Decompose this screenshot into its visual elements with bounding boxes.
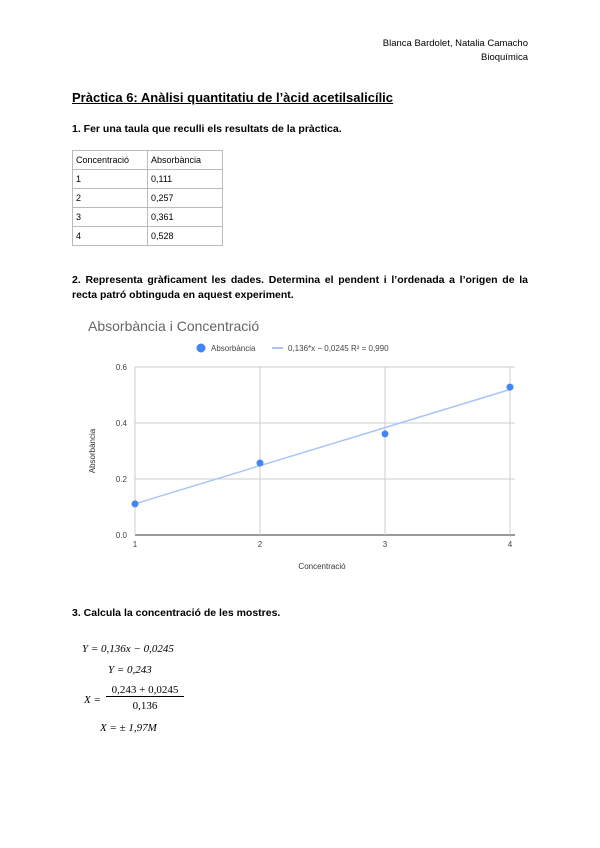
chart-title: Absorbància i Concentració [88,318,259,334]
cell: 0,111 [147,169,223,189]
table-row: 2 0,257 [72,188,223,208]
question-1: 1. Fer una taula que reculli els resulta… [72,123,342,135]
absorbance-chart: Absorbància i Concentració Absorbància 0… [88,318,515,571]
cell: 0,257 [147,188,223,208]
results-table: Concentració Absorbància 1 0,111 2 0,257 3… [72,150,223,246]
authors: Blanca Bardolet, Natalia Camacho [382,38,528,49]
legend-series: Absorbància [211,344,256,353]
subject: Bioquímica [481,52,528,63]
cell: 0,361 [147,207,223,227]
table-header-row: Concentració Absorbància [72,150,223,170]
data-point [506,383,514,391]
header-cell: Absorbància [147,150,223,170]
page-title: Pràctica 6: Anàlisi quantitatiu de l’àci… [72,90,394,105]
equation-result: X = ± 1,97M [100,722,157,734]
y-tick-label: 0.6 [116,363,128,372]
fraction-numerator: 0,243 + 0,0245 [106,684,184,697]
equation-line: Y = 0,136x − 0,0245 [82,643,174,655]
cell: 3 [72,207,148,227]
table-row: 4 0,528 [72,226,223,246]
equation-x-label: X = [84,694,101,706]
y-tick-label: 0.4 [116,419,128,428]
legend-trendline: 0,136*x − 0,0245 R² = 0,990 [288,344,389,353]
cell: 4 [72,226,148,246]
y-tick-label: 0.0 [116,531,128,540]
x-tick-label: 1 [133,540,138,549]
equation-value: Y = 0,243 [108,664,152,676]
data-point [256,459,264,467]
data-point [381,430,389,438]
header-cell: Concentració [72,150,148,170]
table-row: 3 0,361 [72,207,223,227]
question-3: 3. Calcula la concentració de les mostre… [72,607,281,619]
trendline [134,388,511,505]
x-tick-label: 4 [508,540,513,549]
x-tick-label: 2 [258,540,263,549]
y-tick-label: 0.2 [116,475,128,484]
cell: 2 [72,188,148,208]
legend-point-marker [196,343,206,353]
y-axis-label: Absorbància [88,428,97,473]
fraction-denominator: 0,136 [132,700,158,712]
x-axis-label: Concentració [298,562,346,571]
cell: 0,528 [147,226,223,246]
cell: 1 [72,169,148,189]
data-point [131,500,139,508]
x-tick-label: 3 [383,540,388,549]
table-row: 1 0,111 [72,169,223,189]
question-2: 2. Representa gràficament les dades. Det… [72,274,528,301]
